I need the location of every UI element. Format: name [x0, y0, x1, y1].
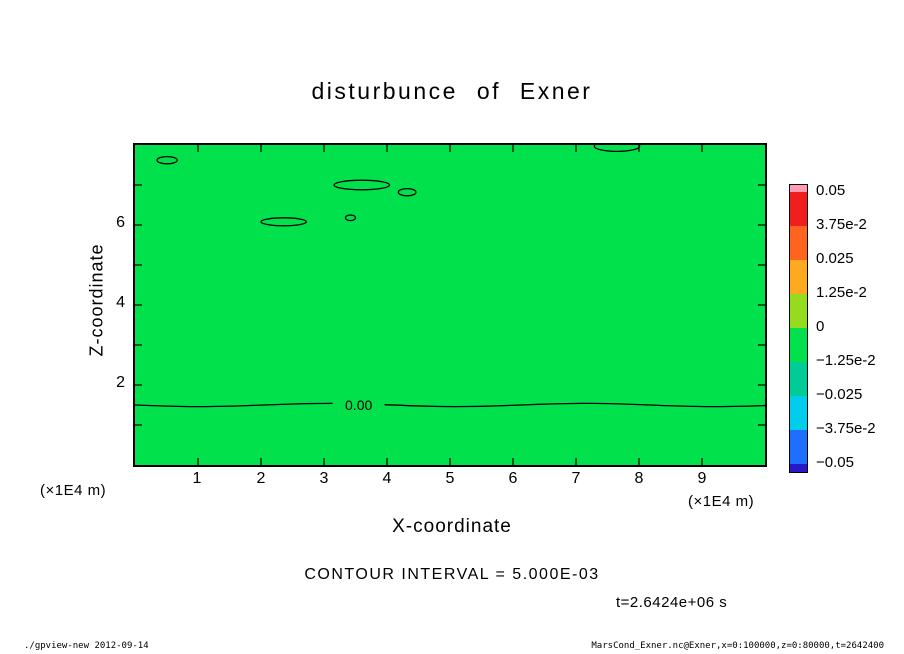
footer-command-text: ./gpview-new 2012-09-14 [24, 641, 149, 651]
x-tick-label: 9 [697, 470, 707, 487]
colorbar-label: 0.05 [816, 182, 846, 199]
time-annotation: t=2.6424e+06 s [616, 594, 728, 611]
colorbar-label: −0.025 [816, 386, 863, 403]
colorbar-label: −0.05 [816, 454, 854, 471]
z-tick-label: 4 [116, 294, 125, 311]
x-tick-label: 8 [634, 470, 644, 487]
svg-text:0.00: 0.00 [345, 397, 372, 413]
z-tick-label: 2 [116, 374, 125, 391]
colorbar-segment [790, 430, 807, 464]
colorbar-label: 0.025 [816, 250, 854, 267]
colorbar [789, 184, 808, 473]
colorbar-segment [790, 226, 807, 260]
x-tick-label: 4 [382, 470, 392, 487]
colorbar-segment [790, 294, 807, 328]
colorbar-segment [790, 192, 807, 226]
x-axis-label: X-coordinate [392, 516, 512, 537]
colorbar-segment [790, 396, 807, 430]
colorbar-label: 0 [816, 318, 825, 335]
contour-plot: 0.00 [135, 145, 765, 465]
colorbar-label: −1.25e-2 [816, 352, 876, 369]
x-tick-label: 3 [319, 470, 329, 487]
x-tick-label: 1 [192, 470, 202, 487]
plot-area: 0.00 [133, 143, 767, 467]
colorbar-label: 1.25e-2 [816, 284, 867, 301]
x-tick-label: 6 [508, 470, 518, 487]
colorbar-segment [790, 362, 807, 396]
x-tick-label: 5 [445, 470, 455, 487]
footer-file-text: MarsCond_Exner.nc@Exner,x=0:100000,z=0:8… [591, 641, 884, 651]
x-tick-label: 2 [256, 470, 266, 487]
plot-title: disturbunce of Exner [311, 78, 593, 104]
x-tick-label: 7 [571, 470, 581, 487]
colorbar-segment [790, 260, 807, 294]
colorbar-segment [790, 464, 807, 472]
z-tick-label: 6 [116, 214, 125, 231]
x-unit-left: (×1E4 m) [40, 482, 107, 499]
colorbar-segment [790, 328, 807, 362]
contour-interval-caption: CONTOUR INTERVAL = 5.000E-03 [304, 566, 600, 583]
x-unit-right: (×1E4 m) [688, 493, 755, 510]
colorbar-label: 3.75e-2 [816, 216, 867, 233]
colorbar-segment [790, 185, 807, 192]
colorbar-label: −3.75e-2 [816, 420, 876, 437]
